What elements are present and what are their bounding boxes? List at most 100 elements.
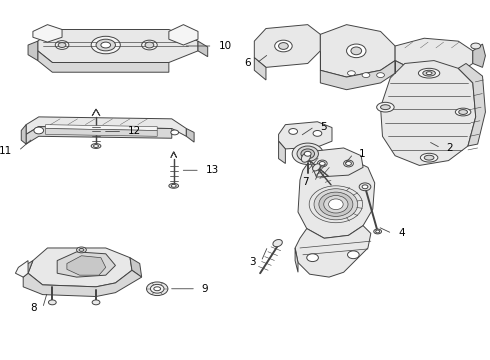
Ellipse shape [101,42,111,48]
Polygon shape [57,252,116,277]
Ellipse shape [426,72,432,75]
Ellipse shape [301,153,311,162]
Ellipse shape [94,145,98,148]
Polygon shape [254,24,320,67]
Text: 1: 1 [359,149,366,159]
Ellipse shape [319,192,353,216]
Ellipse shape [301,149,315,159]
Ellipse shape [147,282,168,296]
Ellipse shape [424,155,434,160]
Ellipse shape [279,42,288,49]
Polygon shape [38,30,198,63]
Text: 4: 4 [398,228,405,238]
Ellipse shape [376,230,380,233]
Ellipse shape [307,254,318,262]
Ellipse shape [313,164,320,171]
Polygon shape [67,256,106,275]
Polygon shape [381,60,476,166]
Ellipse shape [471,43,481,49]
Ellipse shape [347,251,359,258]
Ellipse shape [275,40,292,52]
Polygon shape [46,129,157,136]
Ellipse shape [455,108,471,116]
Ellipse shape [292,143,323,165]
Text: 13: 13 [206,165,219,175]
Ellipse shape [55,41,69,49]
Ellipse shape [362,185,368,189]
Ellipse shape [76,247,86,253]
Ellipse shape [79,248,84,251]
Ellipse shape [96,39,116,51]
Polygon shape [198,41,208,57]
Ellipse shape [91,36,121,54]
Ellipse shape [345,162,351,166]
Ellipse shape [351,47,362,55]
Polygon shape [23,270,142,297]
Ellipse shape [377,102,394,112]
Text: 6: 6 [244,58,250,68]
Polygon shape [320,24,395,77]
Polygon shape [186,129,194,142]
Polygon shape [28,248,132,287]
Polygon shape [33,24,62,42]
Polygon shape [169,24,198,45]
Ellipse shape [309,186,363,223]
Polygon shape [395,38,473,75]
Polygon shape [295,226,371,277]
Ellipse shape [289,129,297,134]
Ellipse shape [324,195,348,213]
Polygon shape [15,261,28,277]
Text: 11: 11 [0,146,13,156]
Polygon shape [458,63,486,146]
Polygon shape [26,117,186,136]
Polygon shape [254,58,266,80]
Polygon shape [23,261,33,277]
Ellipse shape [343,160,353,167]
Ellipse shape [319,162,325,166]
Ellipse shape [420,153,438,162]
Ellipse shape [171,130,178,135]
Ellipse shape [154,287,161,291]
Polygon shape [46,125,157,130]
Ellipse shape [418,68,440,78]
Ellipse shape [297,146,318,162]
Polygon shape [171,152,176,158]
Text: 8: 8 [30,303,37,313]
Ellipse shape [362,73,370,77]
Ellipse shape [374,229,382,234]
Polygon shape [395,60,458,87]
Text: 3: 3 [248,257,255,266]
Polygon shape [473,44,486,67]
Polygon shape [320,60,395,90]
Ellipse shape [314,189,358,220]
Ellipse shape [92,300,100,305]
Ellipse shape [359,183,371,191]
Polygon shape [298,156,375,238]
Ellipse shape [49,300,56,305]
Text: 7: 7 [302,177,309,187]
Ellipse shape [273,239,282,247]
Ellipse shape [347,71,355,76]
Ellipse shape [318,160,327,167]
Ellipse shape [313,130,322,136]
Polygon shape [130,258,142,277]
Text: 5: 5 [320,122,327,132]
Ellipse shape [346,44,366,58]
Ellipse shape [459,109,467,114]
Ellipse shape [91,144,101,148]
Polygon shape [26,127,172,144]
Ellipse shape [304,151,311,156]
Polygon shape [21,125,26,144]
Ellipse shape [58,42,66,48]
Ellipse shape [169,183,178,188]
Ellipse shape [329,199,343,210]
Ellipse shape [145,42,154,48]
Polygon shape [28,41,38,60]
Polygon shape [38,51,169,72]
Polygon shape [92,109,100,116]
Text: 12: 12 [128,126,141,136]
Polygon shape [295,248,298,272]
Text: 2: 2 [446,143,453,153]
Ellipse shape [142,40,157,50]
Ellipse shape [381,105,390,109]
